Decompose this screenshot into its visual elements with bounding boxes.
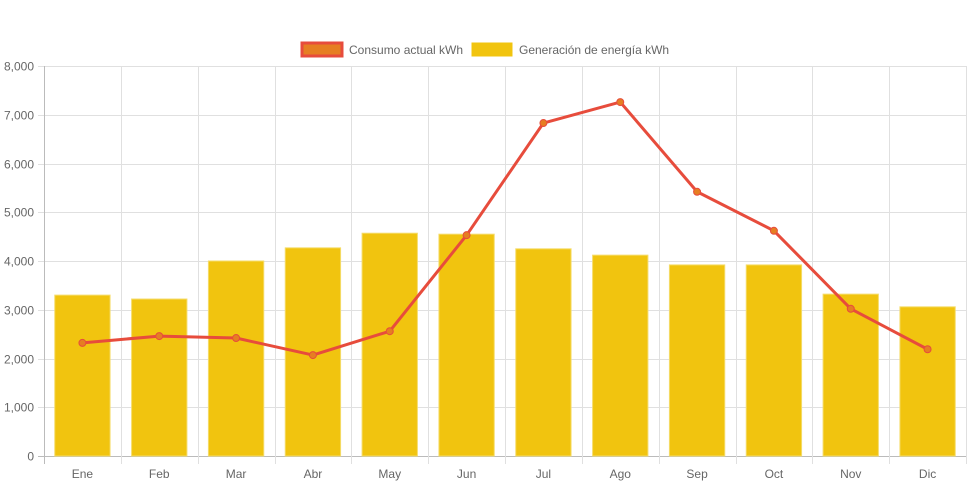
- point-ene[interactable]: [78, 338, 87, 347]
- legend-item-generacion[interactable]: Generación de energía kWh: [471, 42, 669, 57]
- point-feb[interactable]: [155, 332, 164, 341]
- bar-oct[interactable]: [745, 264, 803, 457]
- bar-series-generacion: [54, 232, 956, 457]
- x-tick-label: Sep: [686, 467, 708, 481]
- x-tick-label: Oct: [765, 467, 784, 481]
- x-tick-label: Nov: [840, 467, 861, 481]
- y-tick-label: 6,000: [4, 158, 34, 172]
- y-tick-label: 8,000: [4, 60, 34, 74]
- bar-jul[interactable]: [515, 248, 572, 457]
- bar-nov[interactable]: [822, 293, 879, 457]
- bar-ene[interactable]: [54, 294, 111, 457]
- gridlines: [38, 66, 967, 464]
- point-ago[interactable]: [616, 98, 625, 107]
- y-tick-label: 0: [27, 450, 34, 464]
- point-dic[interactable]: [923, 345, 932, 354]
- bar-jun[interactable]: [438, 233, 495, 457]
- x-tick-label: Ago: [610, 467, 632, 481]
- legend-item-consumo[interactable]: Consumo actual kWh: [300, 41, 463, 58]
- legend-swatch-generacion: [471, 42, 513, 57]
- x-tick-label: Ene: [72, 467, 94, 481]
- point-jun[interactable]: [462, 231, 471, 240]
- point-mar[interactable]: [232, 334, 241, 343]
- legend-swatch-consumo: [300, 41, 344, 58]
- y-tick-label: 5,000: [4, 206, 34, 220]
- bar-dic[interactable]: [899, 306, 956, 457]
- legend: Consumo actual kWh Generación de energía…: [300, 41, 669, 58]
- bar-mar[interactable]: [207, 260, 265, 457]
- point-may[interactable]: [385, 327, 394, 336]
- y-axis: 0 1,000 2,000 3,000 4,000 5,000 6,000 7,000 8,00…: [4, 60, 34, 464]
- y-tick-label: 7,000: [4, 109, 34, 123]
- point-sep[interactable]: [693, 187, 702, 196]
- line-path-consumo: [82, 100, 929, 357]
- bar-sep[interactable]: [668, 264, 726, 457]
- x-tick-label: Feb: [149, 467, 170, 481]
- point-jul[interactable]: [539, 119, 548, 128]
- y-tick-label: 4,000: [4, 255, 34, 269]
- legend-label-consumo: Consumo actual kWh: [349, 43, 463, 57]
- x-tick-label: May: [378, 467, 401, 481]
- legend-label-generacion: Generación de energía kWh: [519, 43, 669, 57]
- point-oct[interactable]: [769, 226, 778, 235]
- point-abr[interactable]: [308, 351, 317, 360]
- y-tick-label: 2,000: [4, 353, 34, 367]
- x-tick-label: Mar: [226, 467, 247, 481]
- x-tick-label: Dic: [919, 467, 936, 481]
- x-tick-label: Abr: [304, 467, 323, 481]
- bar-may[interactable]: [361, 232, 418, 457]
- point-nov[interactable]: [846, 304, 855, 313]
- bar-feb[interactable]: [131, 298, 188, 457]
- bar-ago[interactable]: [592, 254, 649, 457]
- y-tick-label: 1,000: [4, 401, 34, 415]
- x-tick-label: Jun: [457, 467, 476, 481]
- x-tick-label: Jul: [536, 467, 551, 481]
- line-series-consumo: [78, 98, 932, 360]
- x-axis: Ene Feb Mar Abr May Jun Jul Ago Sep Oct Nov Dic: [72, 467, 937, 481]
- y-tick-label: 3,000: [4, 304, 34, 318]
